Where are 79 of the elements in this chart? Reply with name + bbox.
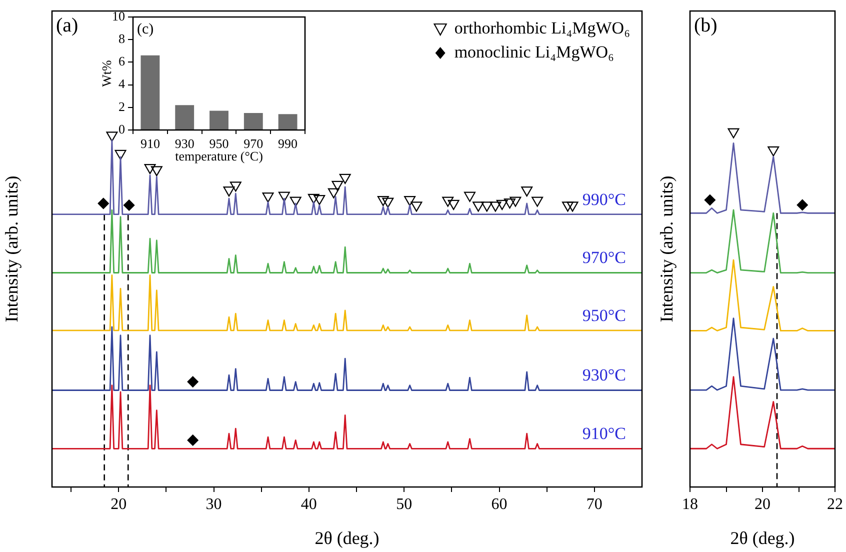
y-tick-label: 2 xyxy=(118,98,125,114)
x-tick-label: 930 xyxy=(174,136,194,152)
point xyxy=(150,166,162,176)
y-tick-label: 4 xyxy=(118,76,126,92)
y-axis-title: Intensity (arb. units) xyxy=(2,176,22,322)
point xyxy=(442,196,454,207)
y-tick-label: 6 xyxy=(118,54,126,69)
x-tick-label: 950 xyxy=(209,136,229,152)
point xyxy=(510,196,522,207)
point xyxy=(308,194,320,204)
point xyxy=(339,174,351,184)
point xyxy=(262,192,274,203)
annotation: (c) xyxy=(137,21,154,38)
point xyxy=(114,150,126,160)
y-axis-title: Intensity (arb. units) xyxy=(656,176,677,322)
point xyxy=(382,198,394,208)
series-label: 970°C xyxy=(582,248,626,268)
point xyxy=(521,186,533,197)
text: (b) xyxy=(694,14,718,36)
y-axis-title: Wt% xyxy=(99,60,114,87)
legend-label: orthorhombic Li₄MgWO₆ xyxy=(454,18,630,38)
text: (a) xyxy=(56,14,78,36)
series-label: 950°C xyxy=(582,306,626,325)
x-tick-label: 40 xyxy=(300,496,317,513)
point xyxy=(704,194,716,206)
x-tick-label: 990 xyxy=(278,136,298,152)
point xyxy=(728,128,740,138)
series-label: 930°C xyxy=(582,366,626,385)
point xyxy=(404,196,416,206)
point xyxy=(187,376,198,388)
point xyxy=(796,199,808,210)
point xyxy=(562,202,574,212)
x-tick-label: 18 xyxy=(682,496,698,513)
point xyxy=(230,182,242,192)
point xyxy=(278,192,290,202)
bar xyxy=(175,105,194,130)
bar xyxy=(140,55,160,130)
point xyxy=(448,200,460,210)
point xyxy=(124,200,135,211)
point xyxy=(490,202,502,212)
x-axis-title: temperature (°C) xyxy=(175,148,263,164)
point xyxy=(768,146,780,156)
point xyxy=(566,202,578,212)
x-axis-title: 2θ (deg.) xyxy=(314,528,380,548)
bar xyxy=(244,113,263,130)
y-tick-label: 0 xyxy=(118,121,125,136)
point xyxy=(106,132,118,142)
point xyxy=(328,188,340,198)
point xyxy=(504,198,516,209)
point xyxy=(532,196,544,207)
point xyxy=(377,196,389,206)
x-tick-label: 20 xyxy=(110,496,127,513)
legend-label: monoclinic Li₄MgWO₆ xyxy=(454,42,614,62)
x-tick-label: 20 xyxy=(754,496,770,513)
bar xyxy=(278,114,298,130)
x-tick-label: 70 xyxy=(586,496,602,513)
y-tick-label: 10 xyxy=(112,8,125,24)
point xyxy=(410,202,422,212)
bar xyxy=(210,110,228,130)
series-label: 910°C xyxy=(582,424,626,444)
x-axis-title: 2θ (deg.) xyxy=(730,528,795,548)
x-tick-label: 50 xyxy=(396,496,412,513)
x-tick-label: 910 xyxy=(140,136,160,152)
y-tick-label: 8 xyxy=(118,31,125,46)
point xyxy=(290,196,302,207)
point xyxy=(332,180,344,191)
series-label: 990°C xyxy=(582,190,626,209)
point xyxy=(187,434,198,446)
point xyxy=(481,202,493,212)
x-tick-label: 60 xyxy=(491,496,508,513)
point xyxy=(472,202,484,212)
point xyxy=(223,186,235,197)
x-tick-label: 30 xyxy=(206,496,222,513)
point xyxy=(314,194,326,206)
x-tick-label: 22 xyxy=(827,496,843,513)
x-tick-label: 970 xyxy=(244,136,264,152)
point xyxy=(144,164,156,174)
point xyxy=(464,192,476,202)
point xyxy=(496,200,508,210)
